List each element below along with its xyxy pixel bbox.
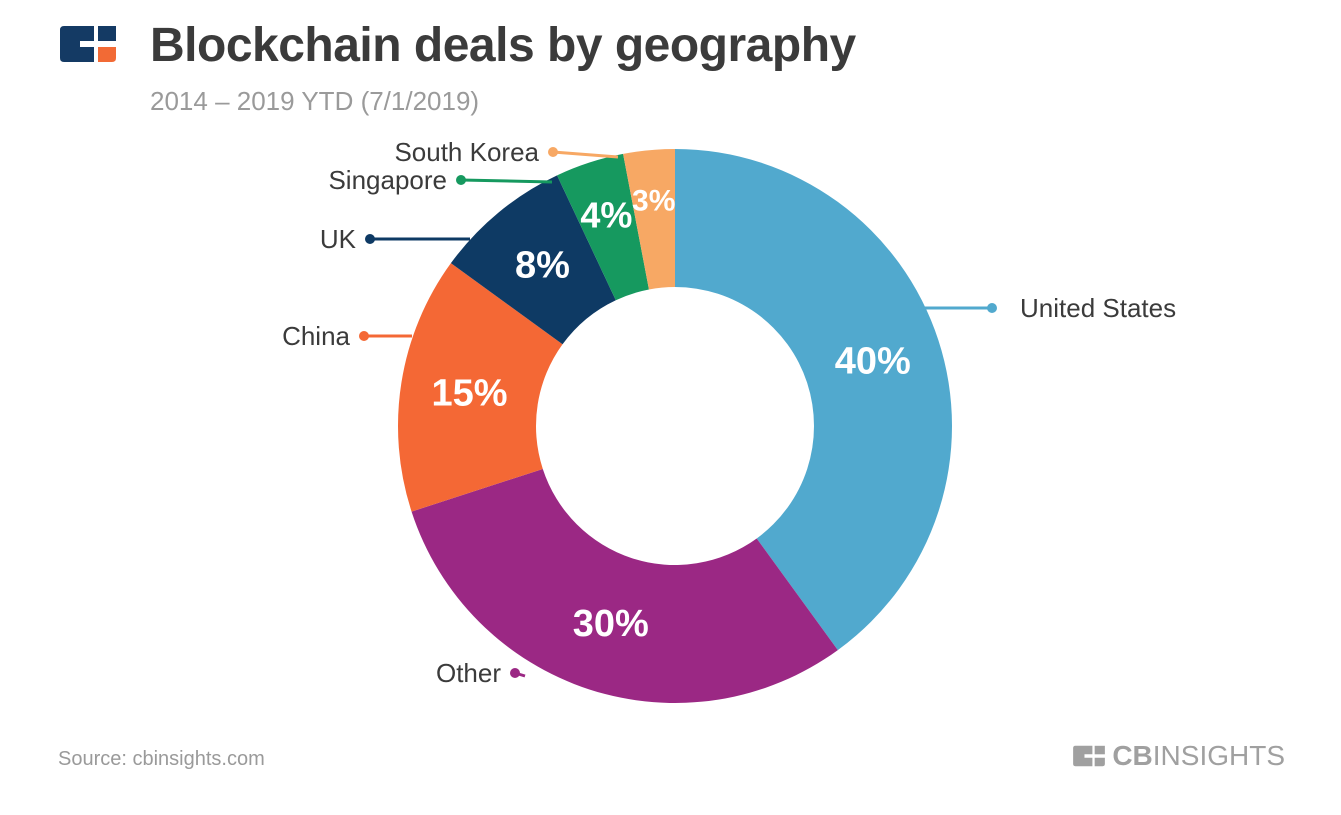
brand-name-light: INSIGHTS [1152, 740, 1285, 771]
value-label-singapore: 4% [580, 194, 632, 235]
value-label-south-korea: 3% [632, 185, 675, 218]
callout-dot-singapore [456, 175, 466, 185]
brand-name-bold: CB [1112, 740, 1153, 771]
value-label-united-states: 40% [835, 341, 911, 383]
chart-subtitle: 2014 – 2019 YTD (7/1/2019) [150, 86, 480, 116]
callout-dot-south-korea [548, 147, 558, 157]
brand-logo: CBINSIGHTS [1072, 740, 1285, 772]
category-label-uk: UK [320, 224, 357, 254]
callout-line-south-korea [552, 150, 619, 159]
slice-south-korea [623, 149, 675, 290]
value-label-other: 30% [573, 603, 649, 645]
category-label-singapore: Singapore [328, 165, 447, 195]
callout-dot-united-states [987, 303, 997, 313]
callout-dot-china [359, 331, 369, 341]
chart-header: Blockchain deals by geography 2014 – 201… [58, 18, 1258, 128]
slice-singapore [557, 153, 649, 301]
callout-dot-uk [365, 234, 375, 244]
callout-line-singapore [460, 178, 553, 184]
cb-insights-logo-icon [60, 26, 116, 62]
slice-other [411, 468, 838, 704]
value-label-uk: 8% [515, 245, 570, 287]
cb-insights-mark-icon [1073, 745, 1106, 767]
slice-united-states [675, 149, 952, 651]
category-label-other: Other [436, 658, 501, 688]
callout-lines [359, 147, 997, 678]
slices [398, 149, 952, 704]
category-label-south-korea: South Korea [394, 137, 539, 167]
callout-dot-other [510, 668, 520, 678]
chart-title: Blockchain deals by geography [150, 19, 856, 72]
labels: 40% United States 30% Other 15% China 8% UK 4% Si… [282, 137, 1176, 688]
slice-china [398, 263, 563, 512]
category-label-china: China [282, 321, 350, 351]
slice-uk [450, 175, 616, 345]
category-label-united-states: United States [1020, 293, 1176, 323]
source-note: Source: cbinsights.com [58, 748, 265, 770]
value-label-china: 15% [432, 372, 508, 414]
